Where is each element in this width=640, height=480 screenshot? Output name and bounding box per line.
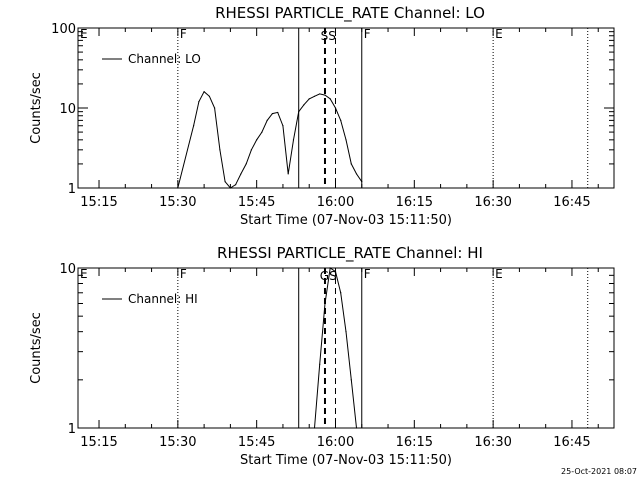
data-point [277,111,279,114]
data-point [208,95,210,97]
x-tick-label: 16:45 [553,435,590,450]
chart-title: RHESSI PARTICLE_RATE Channel: HI [217,244,483,263]
data-point [240,173,242,175]
data-point [350,163,352,165]
data-point [303,104,305,106]
x-axis-label: Start Time (07-Nov-03 15:11:50) [240,213,452,228]
region-label: F [364,27,371,41]
data-point [361,181,363,183]
data-point [345,331,347,333]
x-tick-label: 15:15 [80,195,117,210]
data-point [324,94,326,96]
data-point [319,363,321,365]
region-label: E [495,267,503,281]
data-point [250,149,253,151]
data-point [334,107,337,109]
data-point [203,91,205,93]
y-tick-label: 100 [51,22,76,37]
data-point [219,149,221,151]
chart-title: RHESSI PARTICLE_RATE Channel: LO [215,4,485,23]
legend-label: Channel: HI [128,292,198,306]
data-point [329,267,331,269]
region-label: E [80,27,88,41]
footer-timestamp: 25-Oct-2021 08:07 [561,467,637,476]
data-point [235,184,237,186]
panel-lo: RHESSI PARTICLE_RATE Channel: LO Counts/s… [29,4,615,228]
data-point [193,125,195,127]
x-tick-label: 15:45 [238,435,275,450]
panel-hi: RHESSI PARTICLE_RATE Channel: HI Counts/s… [29,244,615,468]
data-point [214,107,216,109]
region-label: F [364,267,371,281]
data-point [229,187,231,189]
data-point [355,173,358,175]
data-point [340,119,342,121]
y-axis-label: Counts/sec [29,312,44,384]
y-tick-label: 10 [59,262,76,277]
x-tick-label: 16:45 [553,195,590,210]
data-point [329,98,331,100]
x-tick-label: 15:30 [159,195,196,210]
data-point [340,292,342,294]
region-label: F [180,267,187,281]
data-point [319,93,321,95]
data-point [313,427,316,429]
data-point [282,125,284,127]
x-axis-label: Start Time (07-Nov-03 15:11:50) [240,453,452,468]
y-tick-label: 10 [59,102,76,117]
x-tick-label: 16:15 [396,435,433,450]
y-tick-label: 1 [68,422,76,437]
x-tick-label: 15:15 [80,435,117,450]
x-tick-label: 16:30 [474,195,511,210]
region-label: E [80,267,88,281]
data-point [345,139,347,141]
x-tick-label: 16:15 [396,195,433,210]
x-tick-label: 16:30 [474,435,511,450]
x-tick-label: 15:45 [238,195,275,210]
data-point [313,95,316,97]
data-point [177,187,179,189]
y-tick-label: 1 [68,182,76,197]
data-point [198,101,200,103]
data-point [308,98,310,100]
ss-label: GS [320,269,337,283]
ss-label: SS [321,29,336,43]
series-line [177,90,363,189]
data-point [245,163,247,165]
data-point [256,139,258,141]
x-tick-label: 16:00 [317,435,354,450]
legend-label: Channel: LO [128,52,201,66]
data-point [224,181,226,183]
x-tick-label: 16:00 [317,195,354,210]
data-point [355,427,358,429]
data-point [350,379,352,381]
y-axis-label: Counts/sec [29,72,44,144]
region-label: F [180,27,187,41]
data-point [266,119,268,121]
plot-frame [77,267,615,429]
region-label: E [495,27,503,41]
data-point [334,270,337,273]
data-point [261,131,263,133]
x-tick-label: 15:30 [159,435,196,450]
data-point [324,302,326,305]
data-point [298,111,300,113]
data-point [292,139,295,141]
data-point [271,113,274,115]
data-point [287,173,289,175]
